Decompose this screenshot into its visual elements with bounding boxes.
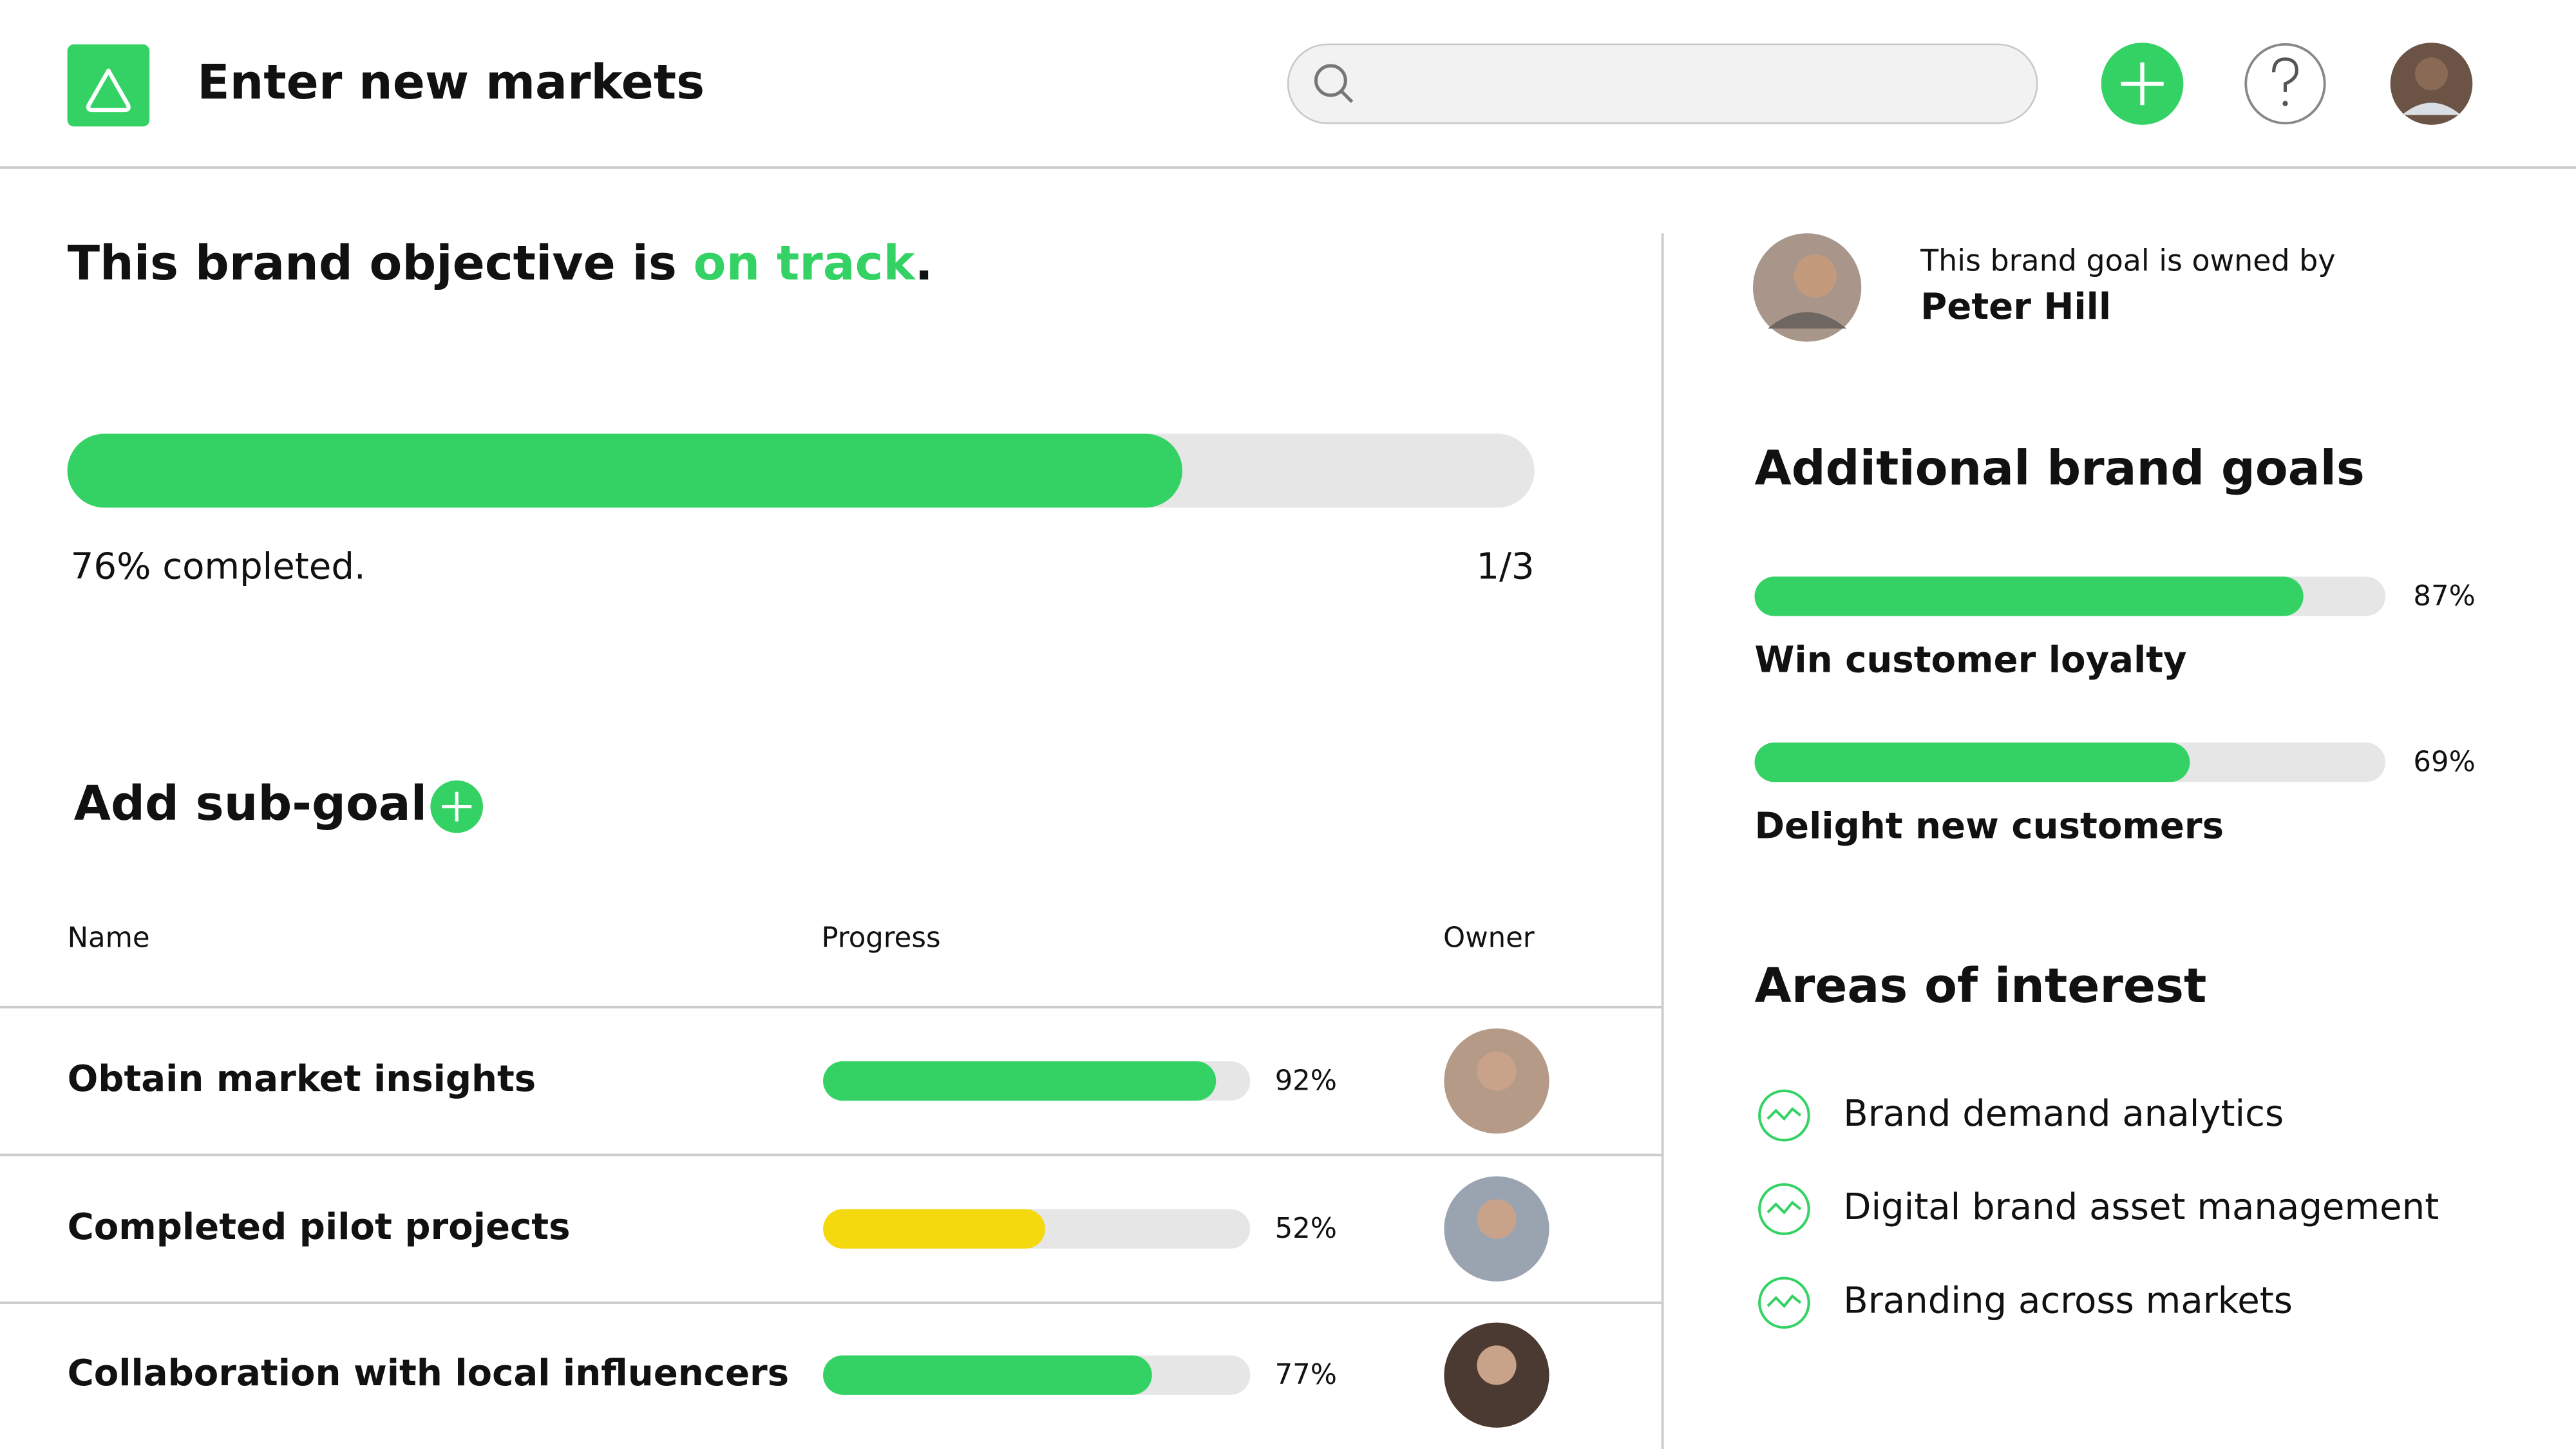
icon-ring (1758, 1183, 1810, 1235)
add-subgoal-icon (442, 791, 472, 822)
logo-icon (86, 68, 131, 113)
progress-label: 76% completed. (71, 545, 366, 587)
help-icon (2272, 57, 2298, 92)
goal-name: Delight new customers (1754, 805, 2224, 847)
area-name[interactable]: Brand demand analytics (1843, 1093, 2284, 1135)
section-title: Additional brand goals (1754, 441, 2364, 497)
subgoal-row[interactable]: Collaboration with local influencers 77% (68, 1322, 1549, 1428)
search-icon-handle (1339, 89, 1354, 103)
objective-headline: This brand objective is on track. (68, 236, 933, 291)
column-header: Progress (822, 922, 941, 954)
area-icon (1758, 1183, 1810, 1235)
page-title: Enter new markets (197, 55, 705, 110)
user-avatar-face (2415, 57, 2448, 91)
additional-goals: 87% Win customer loyalty 69% Delight new cu… (1754, 576, 2476, 847)
icon-glyph (1766, 1200, 1802, 1215)
progress-fill (823, 1061, 1217, 1101)
subgoal-name: Collaboration with local influencers (68, 1352, 790, 1394)
progress-fill (1754, 743, 2190, 782)
column-header: Name (68, 922, 150, 954)
add-icon (2121, 62, 2164, 106)
section-title: Areas of interest (1754, 958, 2206, 1014)
progress-count: 1/3 (1476, 545, 1534, 587)
goal-name: Win customer loyalty (1754, 639, 2186, 681)
help-icon-dot (2282, 100, 2288, 106)
progress-fill (1754, 576, 2304, 616)
add-subgoal-label: Add sub-goal (74, 776, 427, 831)
owner-avatar-face (1794, 254, 1837, 298)
owner-avatar-face (1477, 1051, 1517, 1091)
status: on track (694, 236, 916, 291)
area-icon (1758, 1089, 1810, 1142)
subgoal-row[interactable]: Completed pilot projects 52% (68, 1176, 1549, 1282)
subgoal-row[interactable]: Obtain market insights 92% (68, 1028, 1549, 1134)
owner-name: Peter Hill (1920, 286, 2111, 328)
owner-avatar-face (1477, 1199, 1517, 1239)
objective-progress (67, 433, 1535, 508)
progress-fill (823, 1209, 1045, 1249)
owner-caption: This brand goal is owned by (1920, 243, 2335, 278)
headline-suffix: . (915, 236, 933, 291)
icon-ring (1758, 1276, 1810, 1329)
goal-percent: 69% (2413, 746, 2475, 779)
owner-avatar-face (1477, 1345, 1517, 1385)
areas-list: Brand demand analytics Digital brand asse… (1758, 1089, 2439, 1329)
headline-prefix: This brand objective is (68, 236, 694, 291)
progress-fill (67, 433, 1182, 508)
owner-avatar-body (1767, 312, 1847, 329)
area-name[interactable]: Branding across markets (1843, 1280, 2293, 1322)
search-icon (1314, 64, 1347, 97)
logo[interactable] (67, 44, 150, 127)
user-avatar-body (2401, 102, 2461, 115)
column-header: Owner (1443, 922, 1535, 954)
icon-glyph (1766, 1107, 1802, 1121)
subgoal-percent: 77% (1275, 1359, 1337, 1391)
progress-fill (823, 1355, 1152, 1395)
goal-percent: 87% (2413, 580, 2475, 612)
area-icon (1758, 1276, 1810, 1329)
icon-glyph (1766, 1294, 1802, 1309)
subgoal-table: Obtain market insights 92% Completed pilot… (0, 1005, 1663, 1428)
icon-ring (1758, 1089, 1810, 1142)
search-box[interactable] (1287, 43, 2038, 124)
subgoal-percent: 92% (1275, 1065, 1337, 1097)
subgoal-percent: 52% (1275, 1213, 1337, 1245)
area-name[interactable]: Digital brand asset management (1843, 1186, 2439, 1228)
subgoal-name: Obtain market insights (68, 1058, 536, 1100)
subgoal-name: Completed pilot projects (68, 1206, 571, 1248)
